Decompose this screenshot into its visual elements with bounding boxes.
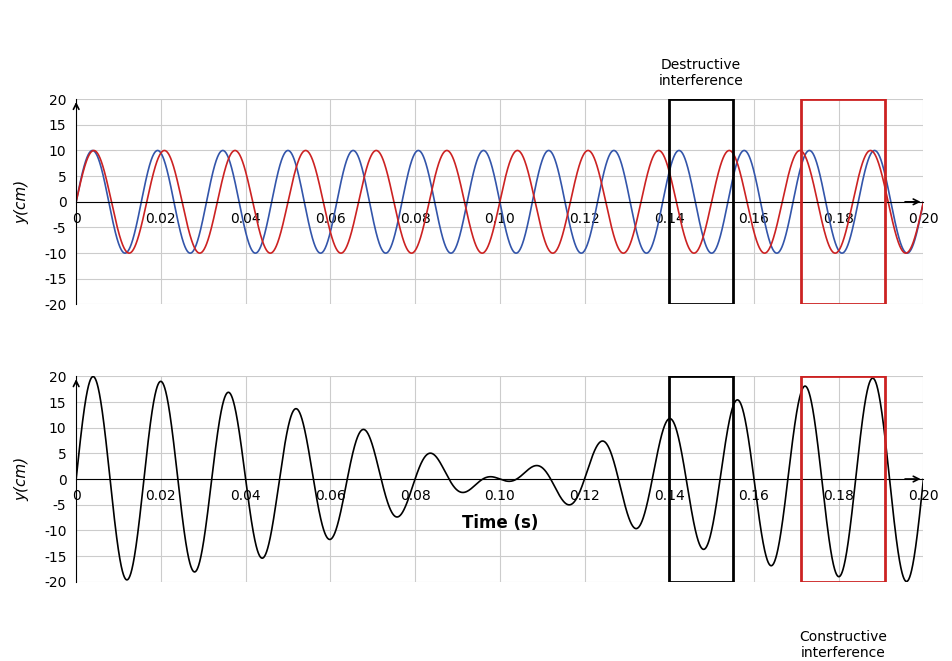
Bar — [801, 99, 885, 305]
Bar — [801, 376, 885, 582]
X-axis label: Time (s): Time (s) — [462, 514, 538, 532]
Text: Destructive
interference: Destructive interference — [659, 58, 744, 88]
Y-axis label: y(cm): y(cm) — [14, 180, 30, 224]
Bar — [669, 376, 733, 582]
Bar — [669, 99, 733, 305]
Text: Constructive
interference: Constructive interference — [799, 631, 887, 660]
Y-axis label: y(cm): y(cm) — [14, 457, 30, 501]
